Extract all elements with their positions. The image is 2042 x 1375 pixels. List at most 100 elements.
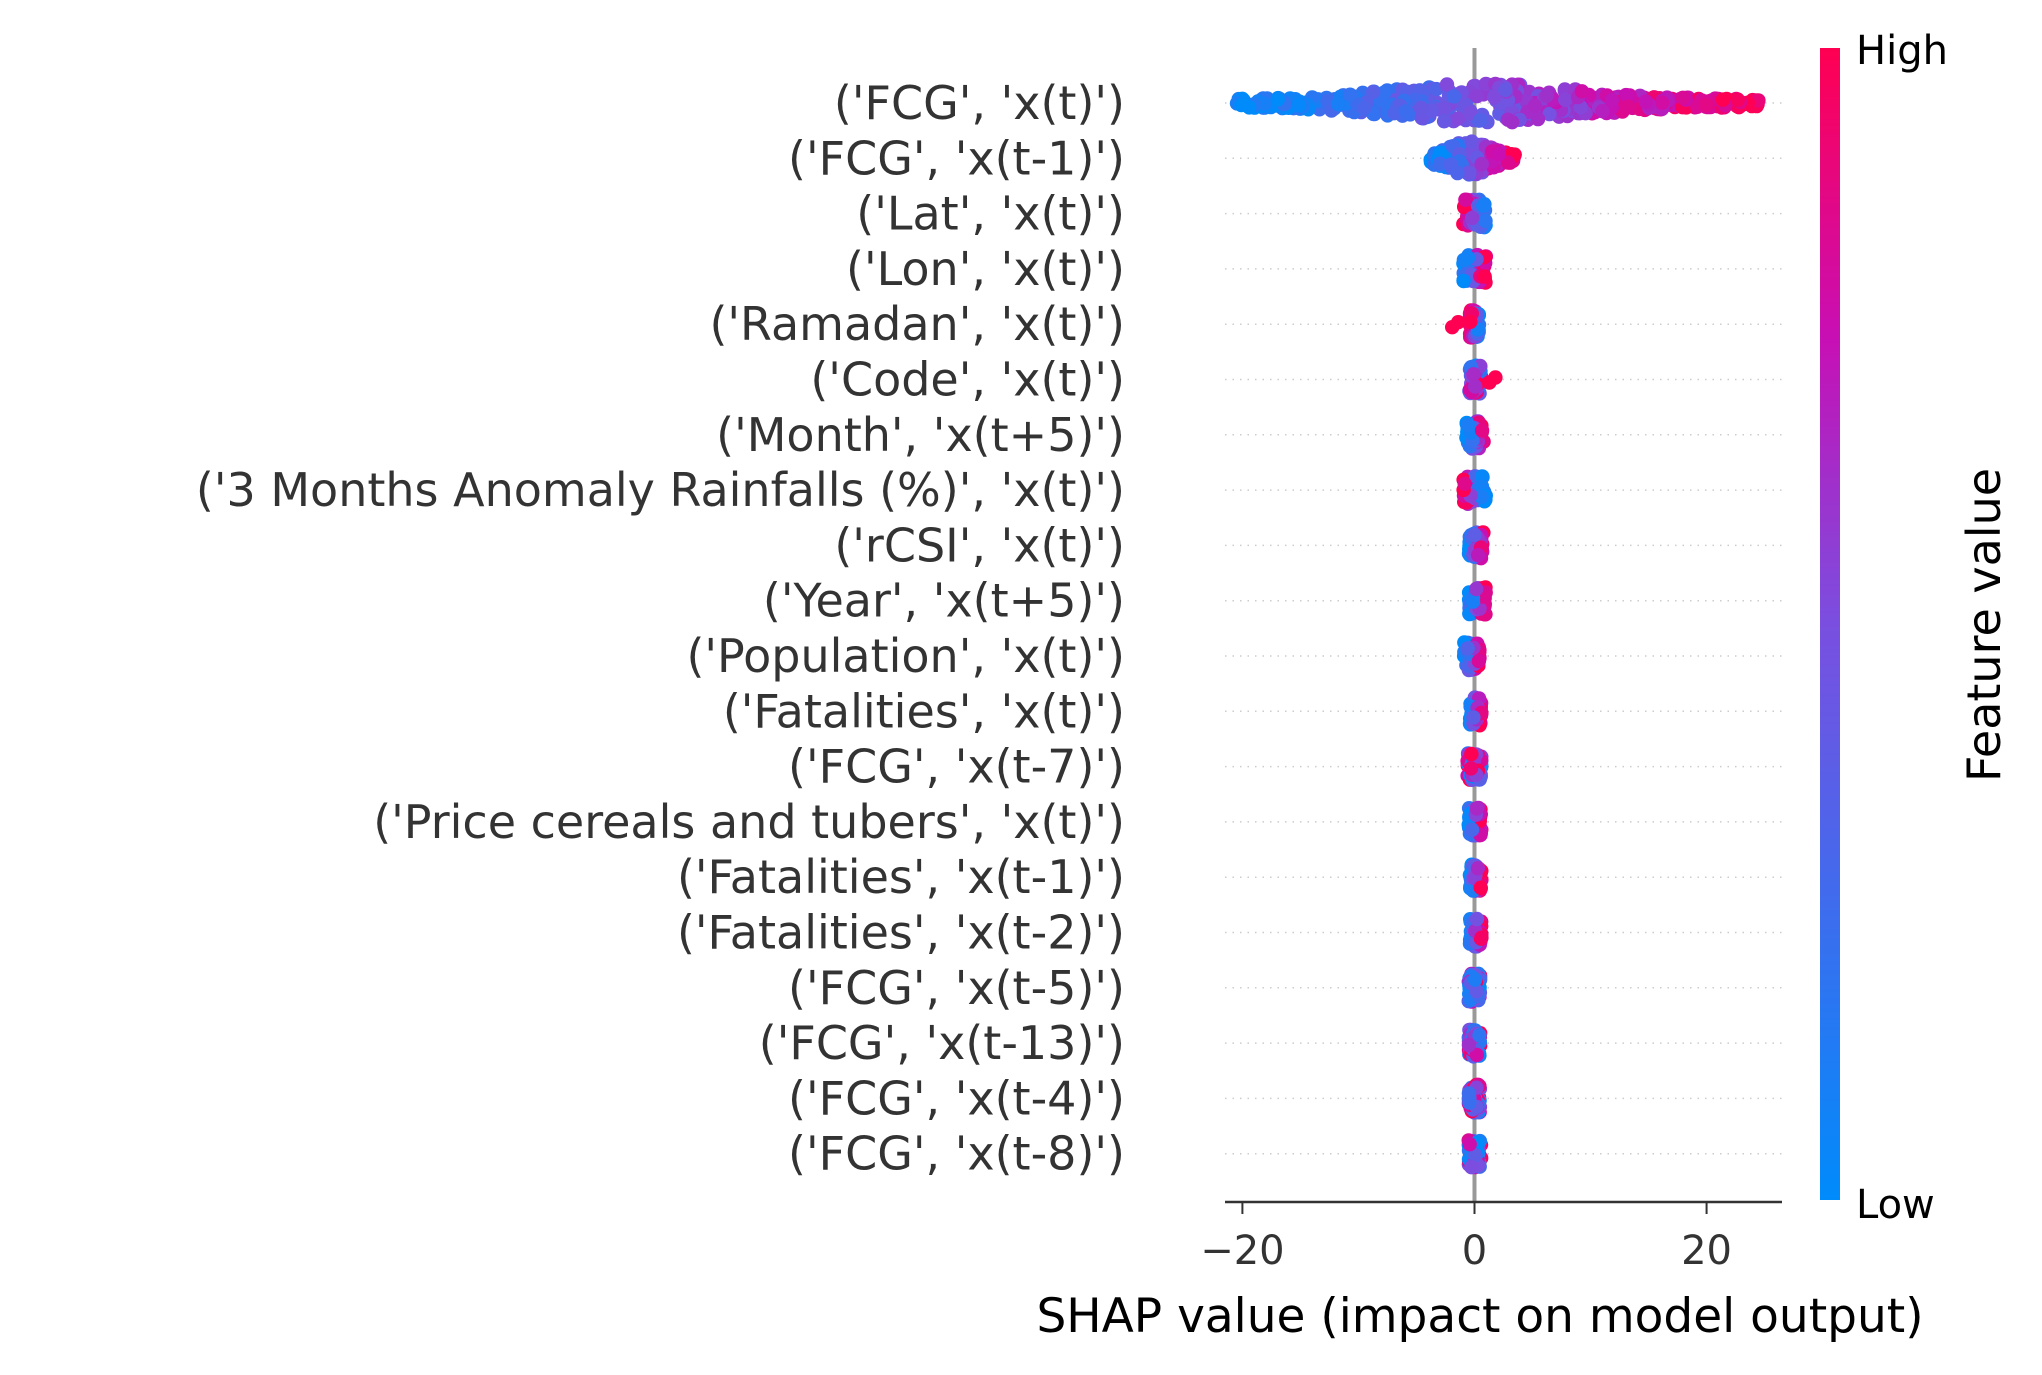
colorbar-low-label: Low	[1856, 1182, 1935, 1228]
feature-label: ('FCG', 'x(t-4)')	[788, 1071, 1125, 1125]
shap-point	[1450, 165, 1465, 181]
shap-point	[1445, 320, 1460, 335]
shap-point	[1460, 250, 1476, 265]
feature-label: ('3 Months Anomaly Rainfalls (%)', 'x(t)…	[196, 463, 1125, 517]
feature-label: ('Fatalities', 'x(t-1)')	[677, 850, 1125, 904]
x-tick-label: −20	[1200, 1228, 1284, 1274]
x-tick-label: 20	[1681, 1228, 1732, 1274]
shap-point	[1530, 111, 1546, 127]
feature-label: ('Ramadan', 'x(t)')	[709, 297, 1125, 351]
shap-point	[1387, 106, 1402, 121]
shap-point	[1619, 88, 1635, 103]
shap-point	[1469, 801, 1485, 816]
shap-point	[1469, 1047, 1485, 1063]
shap-point	[1482, 375, 1497, 390]
shap-point	[1464, 134, 1480, 149]
shap-point	[1439, 77, 1455, 92]
shap-point	[1699, 97, 1714, 113]
feature-label: ('Fatalities', 'x(t-2)')	[677, 906, 1125, 960]
feature-label: ('FCG', 'x(t-1)')	[788, 131, 1125, 185]
shap-point	[1654, 95, 1670, 110]
shap-point	[1366, 84, 1381, 100]
shap-point	[1542, 106, 1557, 122]
shap-point	[1474, 423, 1490, 438]
shap-point	[1730, 92, 1746, 107]
feature-label: ('Lat', 'x(t)')	[856, 187, 1125, 241]
feature-label: ('FCG', 'x(t-7)')	[788, 740, 1125, 794]
shap-point	[1558, 92, 1573, 108]
shap-point	[1461, 165, 1477, 181]
shap-point	[1398, 104, 1413, 119]
shap-point	[1463, 314, 1478, 329]
row-guides	[1225, 102, 1782, 1155]
colorbar	[1820, 48, 1840, 1200]
shap-point	[1469, 581, 1484, 597]
shap-point	[1464, 1160, 1479, 1175]
shap-points	[1229, 76, 1766, 1175]
shap-point	[1604, 92, 1620, 108]
colorbar-title: Feature value	[1957, 468, 2011, 782]
feature-label: ('Month', 'x(t+5)')	[716, 408, 1125, 462]
feature-labels: ('FCG', 'x(t)')('FCG', 'x(t-1)')('Lat', …	[196, 76, 1125, 1181]
shap-point	[1498, 82, 1513, 98]
shap-point	[1620, 99, 1636, 114]
shap-point	[1539, 88, 1554, 104]
shap-point	[1473, 112, 1488, 128]
shap-point	[1465, 594, 1481, 609]
shap-point	[1291, 98, 1307, 113]
shap-point	[1462, 1137, 1477, 1152]
feature-label: ('FCG', 'x(t)')	[834, 76, 1125, 130]
shap-point	[1476, 198, 1491, 213]
shap-point	[1437, 101, 1452, 116]
shap-point	[1468, 379, 1483, 394]
shap-point	[1675, 90, 1691, 106]
shap-point	[1468, 1148, 1483, 1163]
feature-label: ('Lon', 'x(t)')	[846, 242, 1125, 296]
shap-point	[1473, 880, 1488, 895]
shap-point	[1466, 367, 1481, 382]
shap-point	[1432, 145, 1448, 161]
shap-point	[1460, 641, 1475, 656]
feature-label: ('Fatalities', 'x(t)')	[723, 684, 1125, 738]
shap-point	[1491, 147, 1507, 162]
shap-point	[1461, 1086, 1477, 1101]
shap-point	[1469, 911, 1485, 927]
shap-point	[1474, 489, 1489, 505]
feature-label: ('Population', 'x(t)')	[686, 629, 1125, 683]
shap-point	[1357, 101, 1372, 116]
feature-label: ('FCG', 'x(t-5)')	[788, 961, 1125, 1015]
shap-point	[1463, 761, 1479, 776]
shap-point	[1467, 972, 1483, 987]
feature-label: ('FCG', 'x(t-8)')	[788, 1127, 1125, 1181]
shap-point	[1487, 90, 1502, 105]
feature-label: ('FCG', 'x(t-13)')	[759, 1016, 1125, 1070]
shap-point	[1457, 476, 1472, 491]
shap-point	[1461, 417, 1476, 433]
shap-point	[1469, 983, 1484, 999]
shap-point	[1478, 213, 1493, 229]
shap-point	[1470, 548, 1486, 563]
shap-point	[1330, 96, 1346, 112]
shap-point	[1466, 710, 1481, 725]
shap-point	[1462, 105, 1478, 121]
colorbar-high-label: High	[1856, 28, 1948, 74]
shap-point	[1715, 92, 1731, 107]
feature-label: ('Code', 'x(t)')	[810, 353, 1125, 407]
shap-point	[1461, 1037, 1477, 1053]
shap-point	[1751, 93, 1766, 108]
shap-point	[1469, 89, 1485, 104]
shap-point	[1638, 94, 1654, 109]
shap-point	[1505, 115, 1520, 130]
x-axis-label: SHAP value (impact on model output)	[1036, 1289, 1923, 1344]
shap-point	[1432, 156, 1448, 171]
x-tick-label: 0	[1462, 1228, 1487, 1274]
shap-point	[1474, 156, 1489, 172]
shap-point	[1242, 100, 1257, 115]
shap-point	[1467, 527, 1482, 543]
shap-point	[1465, 210, 1480, 226]
shap-point	[1464, 746, 1479, 762]
feature-label: ('Price cereals and tubers', 'x(t)')	[373, 795, 1125, 849]
x-axis-ticks: −20 0 20	[1200, 1202, 1732, 1274]
shap-point	[1436, 114, 1452, 129]
